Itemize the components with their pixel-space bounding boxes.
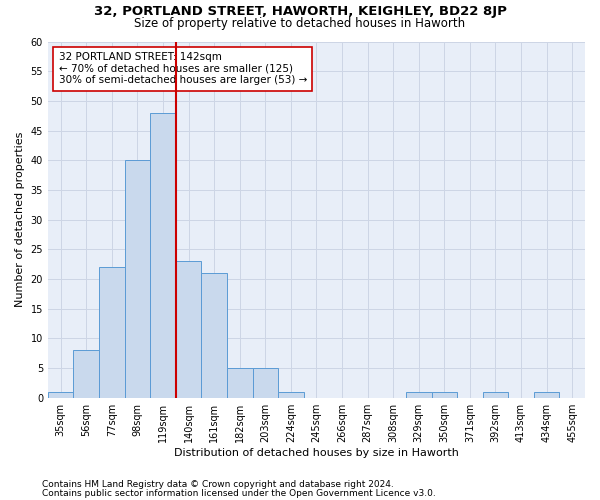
Bar xyxy=(406,392,431,398)
X-axis label: Distribution of detached houses by size in Haworth: Distribution of detached houses by size … xyxy=(174,448,459,458)
Text: Contains public sector information licensed under the Open Government Licence v3: Contains public sector information licen… xyxy=(42,489,436,498)
Bar xyxy=(125,160,150,398)
Bar xyxy=(278,392,304,398)
Text: Size of property relative to detached houses in Haworth: Size of property relative to detached ho… xyxy=(134,18,466,30)
Text: 32, PORTLAND STREET, HAWORTH, KEIGHLEY, BD22 8JP: 32, PORTLAND STREET, HAWORTH, KEIGHLEY, … xyxy=(94,5,506,18)
Bar xyxy=(202,273,227,398)
Text: 32 PORTLAND STREET: 142sqm
← 70% of detached houses are smaller (125)
30% of sem: 32 PORTLAND STREET: 142sqm ← 70% of deta… xyxy=(59,52,307,86)
Text: Contains HM Land Registry data © Crown copyright and database right 2024.: Contains HM Land Registry data © Crown c… xyxy=(42,480,394,489)
Bar xyxy=(534,392,559,398)
Bar xyxy=(227,368,253,398)
Bar xyxy=(176,261,202,398)
Bar xyxy=(482,392,508,398)
Bar xyxy=(150,112,176,398)
Bar xyxy=(48,392,73,398)
Bar xyxy=(99,267,125,398)
Bar xyxy=(253,368,278,398)
Y-axis label: Number of detached properties: Number of detached properties xyxy=(15,132,25,308)
Bar xyxy=(73,350,99,398)
Bar xyxy=(431,392,457,398)
